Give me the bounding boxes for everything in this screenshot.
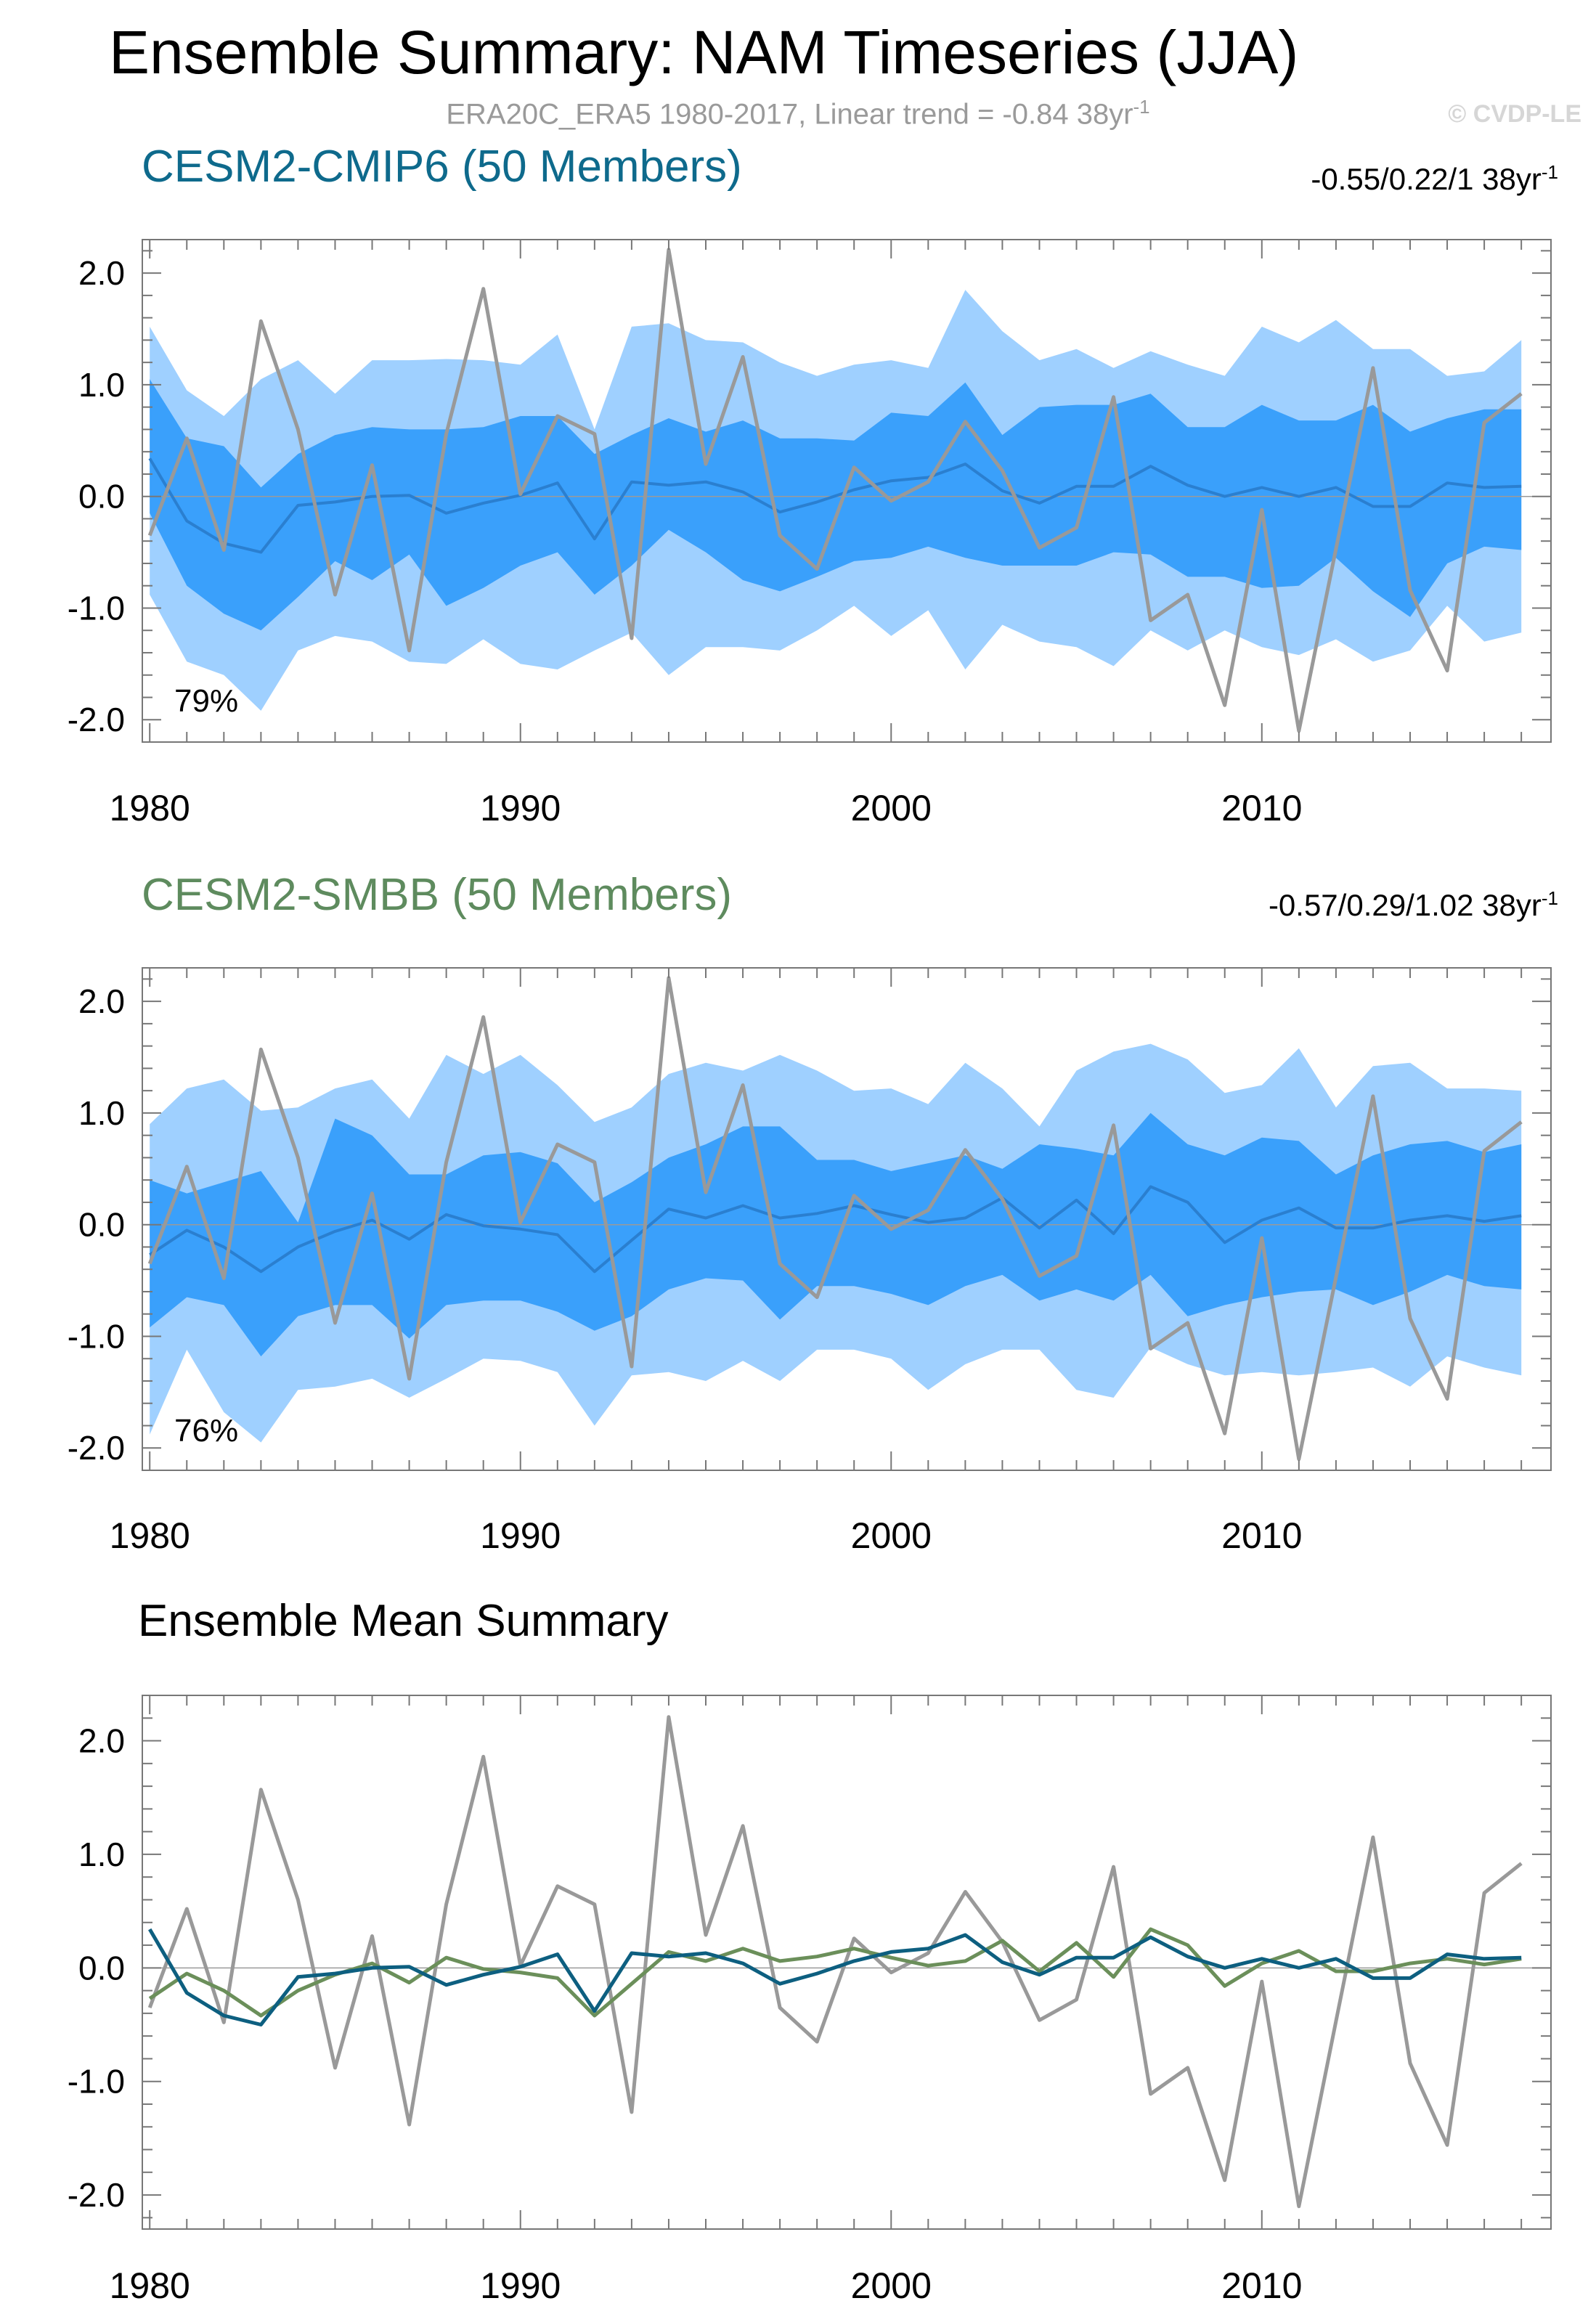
cmip6-trend-sup: -1 — [1541, 161, 1558, 183]
page-title: Ensemble Summary: NAM Timeseries (JJA) — [109, 18, 1299, 86]
mean-xtick-label: 1990 — [480, 2265, 561, 2306]
cmip6-ytick-label: 2.0 — [78, 254, 125, 292]
cmip6-trend-label: -0.55/0.22/1 38yr-1 — [1311, 161, 1558, 197]
cmip6-panel-title: CESM2-CMIP6 (50 Members) — [142, 142, 742, 192]
smbb-xtick-label: 2000 — [851, 1515, 932, 1556]
smbb-ytick-label: 0.0 — [78, 1206, 125, 1244]
mean-plot-frame — [142, 1695, 1552, 2230]
cmip6-ytick-label: 0.0 — [78, 478, 125, 516]
cmip6-xtick-label: 2000 — [851, 788, 932, 828]
observation-caption-sup: -1 — [1133, 96, 1150, 118]
smbb-trend-label: -0.57/0.29/1.02 38yr-1 — [1269, 887, 1558, 923]
panel-mean: -2.0 -1.0 0.0 1.0 2.0 1980 1990 2000 2010 — [68, 1695, 1552, 2306]
observation-caption-text: ERA20C_ERA5 1980-2017, Linear trend = -0… — [446, 98, 1133, 131]
cmip6-trend-text: -0.55/0.22/1 38yr — [1311, 162, 1542, 196]
smbb-percent-label: 76% — [174, 1413, 238, 1449]
mean-ytick-label: 2.0 — [78, 1722, 125, 1760]
mean-ytick-label: -2.0 — [68, 2176, 125, 2214]
mean-xtick-label: 2010 — [1221, 2265, 1302, 2306]
smbb-observations-line — [147, 976, 1523, 1462]
mean-panel-title: Ensemble Mean Summary — [138, 1596, 669, 1646]
mean-ytick-label: 0.0 — [78, 1949, 125, 1987]
cmip6-inner-band — [150, 379, 1522, 631]
smbb-ytick-label: 2.0 — [78, 982, 125, 1020]
observation-caption: ERA20C_ERA5 1980-2017, Linear trend = -0… — [0, 96, 1596, 131]
mean-ytick-label: -1.0 — [68, 2063, 125, 2101]
cmip6-xtick-label: 2010 — [1221, 788, 1302, 828]
mean-smbb-mean-line — [148, 1927, 1522, 2018]
smbb-ytick-label: 1.0 — [78, 1094, 125, 1132]
cmip6-xtick-label: 1990 — [480, 788, 561, 828]
cmip6-observations-line — [147, 248, 1523, 733]
smbb-plot-frame — [142, 967, 1552, 1471]
cmip6-xtick-label: 1980 — [110, 788, 190, 828]
smbb-ytick-label: -1.0 — [68, 1317, 125, 1355]
mean-xtick-label: 2000 — [851, 2265, 932, 2306]
smbb-inner-band — [150, 1112, 1522, 1357]
cmip6-percent-label: 79% — [174, 683, 238, 719]
copyright-label: © CVDP-LE — [1448, 100, 1581, 128]
smbb-xtick-label: 2010 — [1221, 1515, 1302, 1556]
mean-ytick-label: 1.0 — [78, 1836, 125, 1873]
cmip6-ytick-label: -2.0 — [68, 701, 125, 738]
mean-cmip6-mean-line — [148, 1928, 1522, 2026]
panel-cmip6: -2.0 -1.0 0.0 1.0 2.0 1980 1990 2000 2010 79% — [68, 239, 1552, 828]
cmip6-plot-frame — [142, 239, 1552, 743]
smbb-ytick-label: -2.0 — [68, 1429, 125, 1467]
cmip6-ytick-label: -1.0 — [68, 589, 125, 627]
smbb-xtick-label: 1980 — [110, 1515, 190, 1556]
panel-smbb: -2.0 -1.0 0.0 1.0 2.0 1980 1990 2000 2010 76% — [68, 967, 1552, 1556]
cmip6-ytick-label: 1.0 — [78, 366, 125, 404]
smbb-trend-sup: -1 — [1541, 887, 1558, 909]
smbb-trend-text: -0.57/0.29/1.02 38yr — [1268, 888, 1542, 922]
smbb-xtick-label: 1990 — [480, 1515, 561, 1556]
mean-xtick-label: 1980 — [110, 2265, 190, 2306]
smbb-panel-title: CESM2-SMBB (50 Members) — [142, 870, 733, 920]
